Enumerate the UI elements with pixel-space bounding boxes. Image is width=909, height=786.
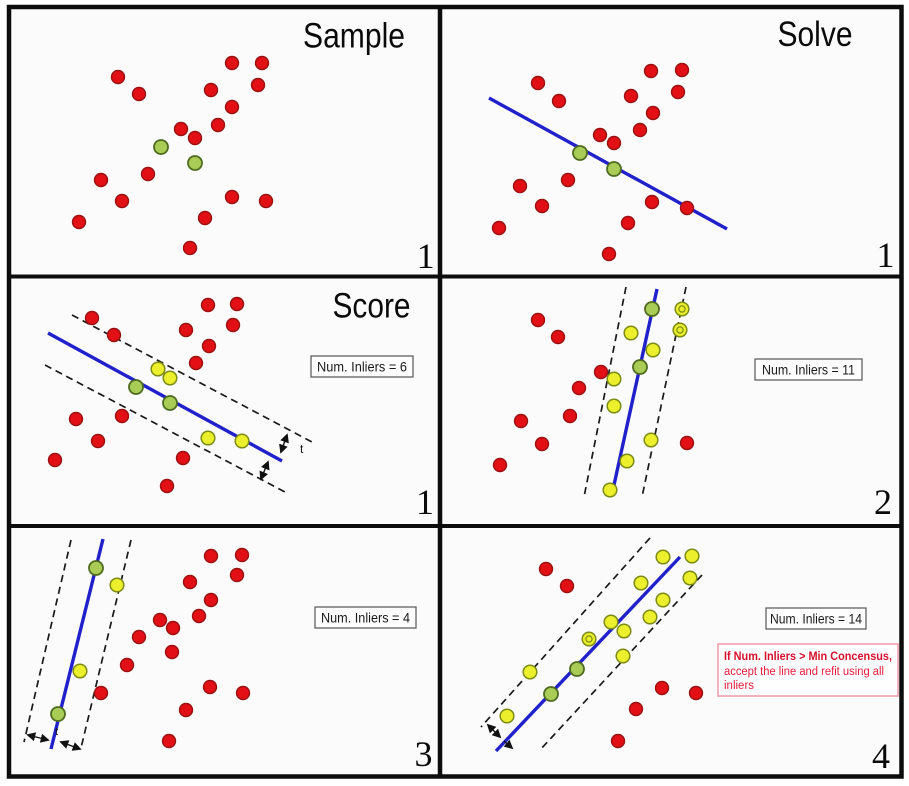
svg-text:Num. Inliers = 11: Num. Inliers = 11 bbox=[762, 363, 855, 378]
svg-text:Num. Inliers = 14: Num. Inliers = 14 bbox=[770, 612, 862, 627]
svg-text:Num. Inliers = 6: Num. Inliers = 6 bbox=[317, 360, 407, 375]
svg-text:accept the line and refit usin: accept the line and refit using all bbox=[724, 666, 884, 678]
svg-text:Sample: Sample bbox=[303, 17, 405, 56]
svg-text:Score: Score bbox=[333, 287, 411, 326]
svg-text:inliers: inliers bbox=[724, 680, 754, 692]
svg-text:t: t bbox=[55, 726, 58, 738]
svg-text:1: 1 bbox=[877, 235, 895, 275]
svg-text:t: t bbox=[300, 442, 304, 456]
svg-text:1: 1 bbox=[417, 236, 435, 276]
svg-text:1: 1 bbox=[416, 482, 434, 522]
svg-text:3: 3 bbox=[415, 734, 433, 774]
svg-text:Solve: Solve bbox=[778, 15, 853, 54]
svg-text:4: 4 bbox=[872, 736, 890, 776]
svg-text:Num. Inliers = 4: Num. Inliers = 4 bbox=[321, 611, 410, 626]
svg-text:If Num. Inliers > Min Concensu: If Num. Inliers > Min Concensus, bbox=[724, 651, 892, 663]
svg-text:2: 2 bbox=[874, 482, 892, 522]
